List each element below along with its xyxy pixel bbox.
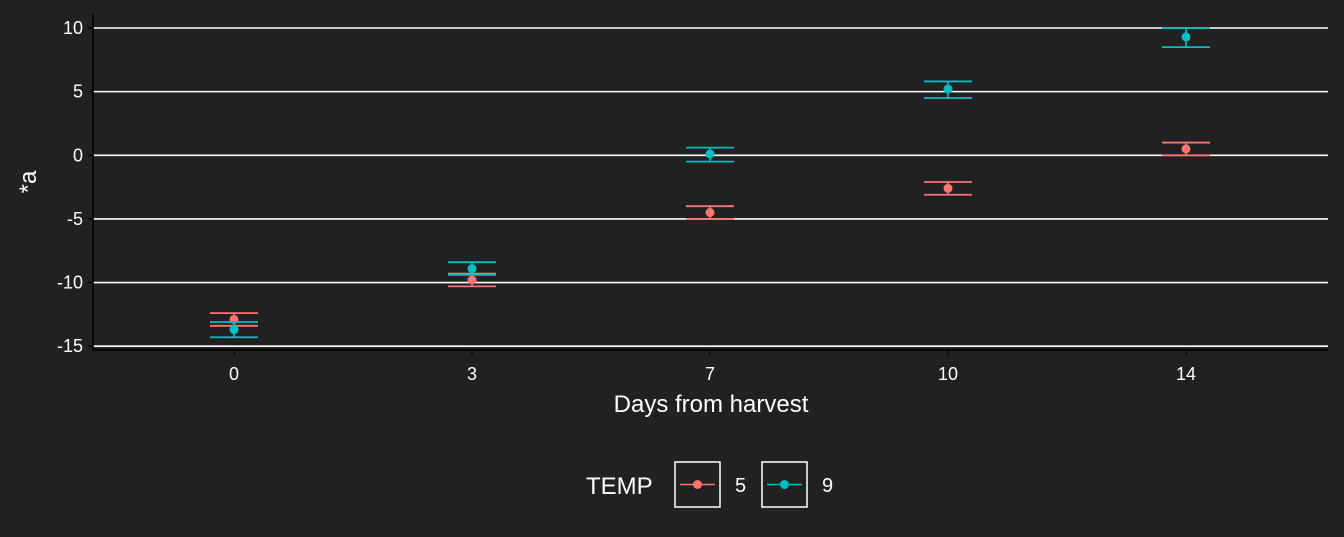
legend-label: 9 (822, 475, 833, 497)
data-marks (210, 27, 1210, 339)
x-tick-label: 0 (229, 364, 239, 384)
data-point (1181, 144, 1191, 154)
y-tick-label: -5 (67, 209, 83, 229)
legend: TEMP 5 9 (586, 461, 833, 508)
error-bar-group (210, 321, 258, 339)
error-bar-group (448, 261, 496, 276)
legend-title: TEMP (586, 473, 653, 500)
data-point (943, 183, 953, 193)
error-bar-group (1162, 141, 1210, 157)
y-tick-label: 5 (73, 82, 83, 102)
error-bar-group (686, 146, 734, 163)
legend-key-point (780, 480, 789, 489)
data-point (943, 84, 953, 94)
axes (92, 14, 1328, 351)
data-point (1181, 32, 1191, 42)
error-bar-group (924, 181, 972, 196)
y-axis-label: *a (15, 170, 42, 193)
legend-key-box (674, 461, 721, 508)
data-point (467, 275, 477, 285)
error-bar-group (686, 205, 734, 220)
data-point (467, 264, 477, 274)
legend-key-box (761, 461, 808, 508)
error-bar-group (924, 80, 972, 99)
y-tick-label: 0 (73, 145, 83, 165)
x-tick-label: 14 (1176, 364, 1196, 384)
data-point (705, 208, 715, 218)
y-tick-label: -10 (57, 273, 83, 293)
x-tick-label: 10 (938, 364, 958, 384)
legend-key-point (693, 480, 702, 489)
y-tick-label: 10 (63, 18, 83, 38)
data-point (229, 325, 239, 335)
x-tick-label: 7 (705, 364, 715, 384)
tick-labels: 10 5 0 -5 -10 -15 0 3 7 10 14 (57, 18, 1196, 384)
error-bar-group (1162, 27, 1210, 48)
grid-lines (93, 27, 1328, 347)
x-tick-label: 3 (467, 364, 477, 384)
y-tick-label: -15 (57, 336, 83, 356)
data-point (705, 149, 715, 159)
legend-label: 5 (735, 475, 746, 497)
x-axis-label: Days from harvest (614, 391, 809, 418)
